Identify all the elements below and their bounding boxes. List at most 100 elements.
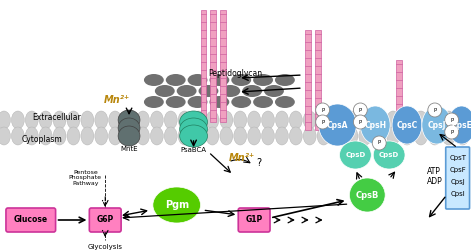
- Bar: [210, 10, 217, 122]
- Text: Cytoplasm: Cytoplasm: [22, 136, 63, 144]
- Ellipse shape: [231, 74, 251, 86]
- Text: Pentose
Phosphate
Pathway: Pentose Phosphate Pathway: [69, 170, 102, 186]
- Text: Pgm: Pgm: [164, 200, 189, 210]
- FancyBboxPatch shape: [238, 208, 270, 232]
- Text: CpsB: CpsB: [356, 191, 379, 200]
- Ellipse shape: [360, 106, 390, 144]
- Ellipse shape: [401, 111, 413, 129]
- Ellipse shape: [188, 96, 208, 108]
- Ellipse shape: [448, 106, 474, 144]
- Ellipse shape: [456, 111, 469, 129]
- Text: CpsD: CpsD: [345, 152, 365, 158]
- Ellipse shape: [166, 74, 186, 86]
- Circle shape: [354, 103, 367, 117]
- Ellipse shape: [319, 104, 356, 146]
- FancyBboxPatch shape: [446, 147, 470, 209]
- Ellipse shape: [373, 111, 386, 129]
- Ellipse shape: [339, 141, 371, 169]
- Ellipse shape: [0, 111, 10, 129]
- Text: PsaBCA: PsaBCA: [181, 147, 207, 153]
- Ellipse shape: [248, 111, 261, 129]
- Ellipse shape: [180, 125, 208, 147]
- Ellipse shape: [345, 111, 358, 129]
- Ellipse shape: [401, 127, 413, 145]
- Ellipse shape: [11, 127, 24, 145]
- Ellipse shape: [67, 127, 80, 145]
- Ellipse shape: [289, 111, 302, 129]
- Ellipse shape: [164, 127, 177, 145]
- Ellipse shape: [373, 127, 386, 145]
- Ellipse shape: [387, 127, 400, 145]
- Ellipse shape: [144, 96, 164, 108]
- Text: CpsH: CpsH: [364, 120, 386, 130]
- Ellipse shape: [109, 111, 122, 129]
- Ellipse shape: [345, 127, 358, 145]
- Circle shape: [445, 113, 459, 127]
- Ellipse shape: [220, 85, 240, 97]
- Ellipse shape: [0, 127, 10, 145]
- Ellipse shape: [81, 111, 94, 129]
- Ellipse shape: [95, 111, 108, 129]
- Text: P: P: [433, 108, 437, 112]
- Ellipse shape: [242, 85, 262, 97]
- Ellipse shape: [422, 106, 452, 144]
- Ellipse shape: [275, 74, 295, 86]
- Text: P: P: [359, 119, 362, 124]
- Ellipse shape: [264, 85, 284, 97]
- Ellipse shape: [25, 127, 38, 145]
- Ellipse shape: [414, 111, 428, 129]
- Text: CpsJ: CpsJ: [428, 120, 446, 130]
- Ellipse shape: [220, 111, 233, 129]
- Ellipse shape: [206, 127, 219, 145]
- FancyBboxPatch shape: [6, 208, 55, 232]
- Ellipse shape: [317, 127, 330, 145]
- Ellipse shape: [192, 127, 205, 145]
- Ellipse shape: [349, 178, 385, 212]
- Ellipse shape: [262, 111, 274, 129]
- Text: Peptidoglycan: Peptidoglycan: [209, 70, 263, 79]
- Ellipse shape: [150, 127, 164, 145]
- Ellipse shape: [234, 111, 246, 129]
- Ellipse shape: [188, 74, 208, 86]
- Ellipse shape: [253, 74, 273, 86]
- Ellipse shape: [275, 127, 288, 145]
- Ellipse shape: [25, 111, 38, 129]
- Ellipse shape: [331, 127, 344, 145]
- Text: P: P: [450, 117, 453, 122]
- Ellipse shape: [206, 111, 219, 129]
- Circle shape: [354, 115, 367, 129]
- Ellipse shape: [39, 111, 52, 129]
- Text: Mn²⁺: Mn²⁺: [228, 153, 255, 163]
- Ellipse shape: [359, 111, 372, 129]
- Ellipse shape: [144, 74, 164, 86]
- Ellipse shape: [442, 127, 455, 145]
- Ellipse shape: [11, 111, 24, 129]
- Text: P: P: [321, 108, 324, 112]
- Ellipse shape: [231, 96, 251, 108]
- Bar: [396, 60, 402, 130]
- Bar: [315, 30, 320, 130]
- Text: CpsF: CpsF: [449, 167, 466, 173]
- Ellipse shape: [199, 85, 219, 97]
- Text: Extracellular: Extracellular: [32, 113, 81, 122]
- Text: P: P: [378, 141, 381, 145]
- Text: MntE: MntE: [120, 146, 138, 152]
- Ellipse shape: [178, 127, 191, 145]
- FancyBboxPatch shape: [89, 208, 121, 232]
- Ellipse shape: [39, 127, 52, 145]
- Ellipse shape: [109, 127, 122, 145]
- Ellipse shape: [456, 127, 469, 145]
- Ellipse shape: [166, 96, 186, 108]
- Circle shape: [445, 125, 459, 139]
- Ellipse shape: [123, 111, 136, 129]
- Circle shape: [316, 115, 329, 129]
- Ellipse shape: [331, 111, 344, 129]
- Ellipse shape: [248, 127, 261, 145]
- Ellipse shape: [234, 127, 246, 145]
- Ellipse shape: [53, 127, 66, 145]
- Ellipse shape: [118, 110, 140, 130]
- Text: CpsI: CpsI: [450, 191, 465, 197]
- Ellipse shape: [192, 111, 205, 129]
- Ellipse shape: [442, 111, 455, 129]
- Ellipse shape: [210, 74, 229, 86]
